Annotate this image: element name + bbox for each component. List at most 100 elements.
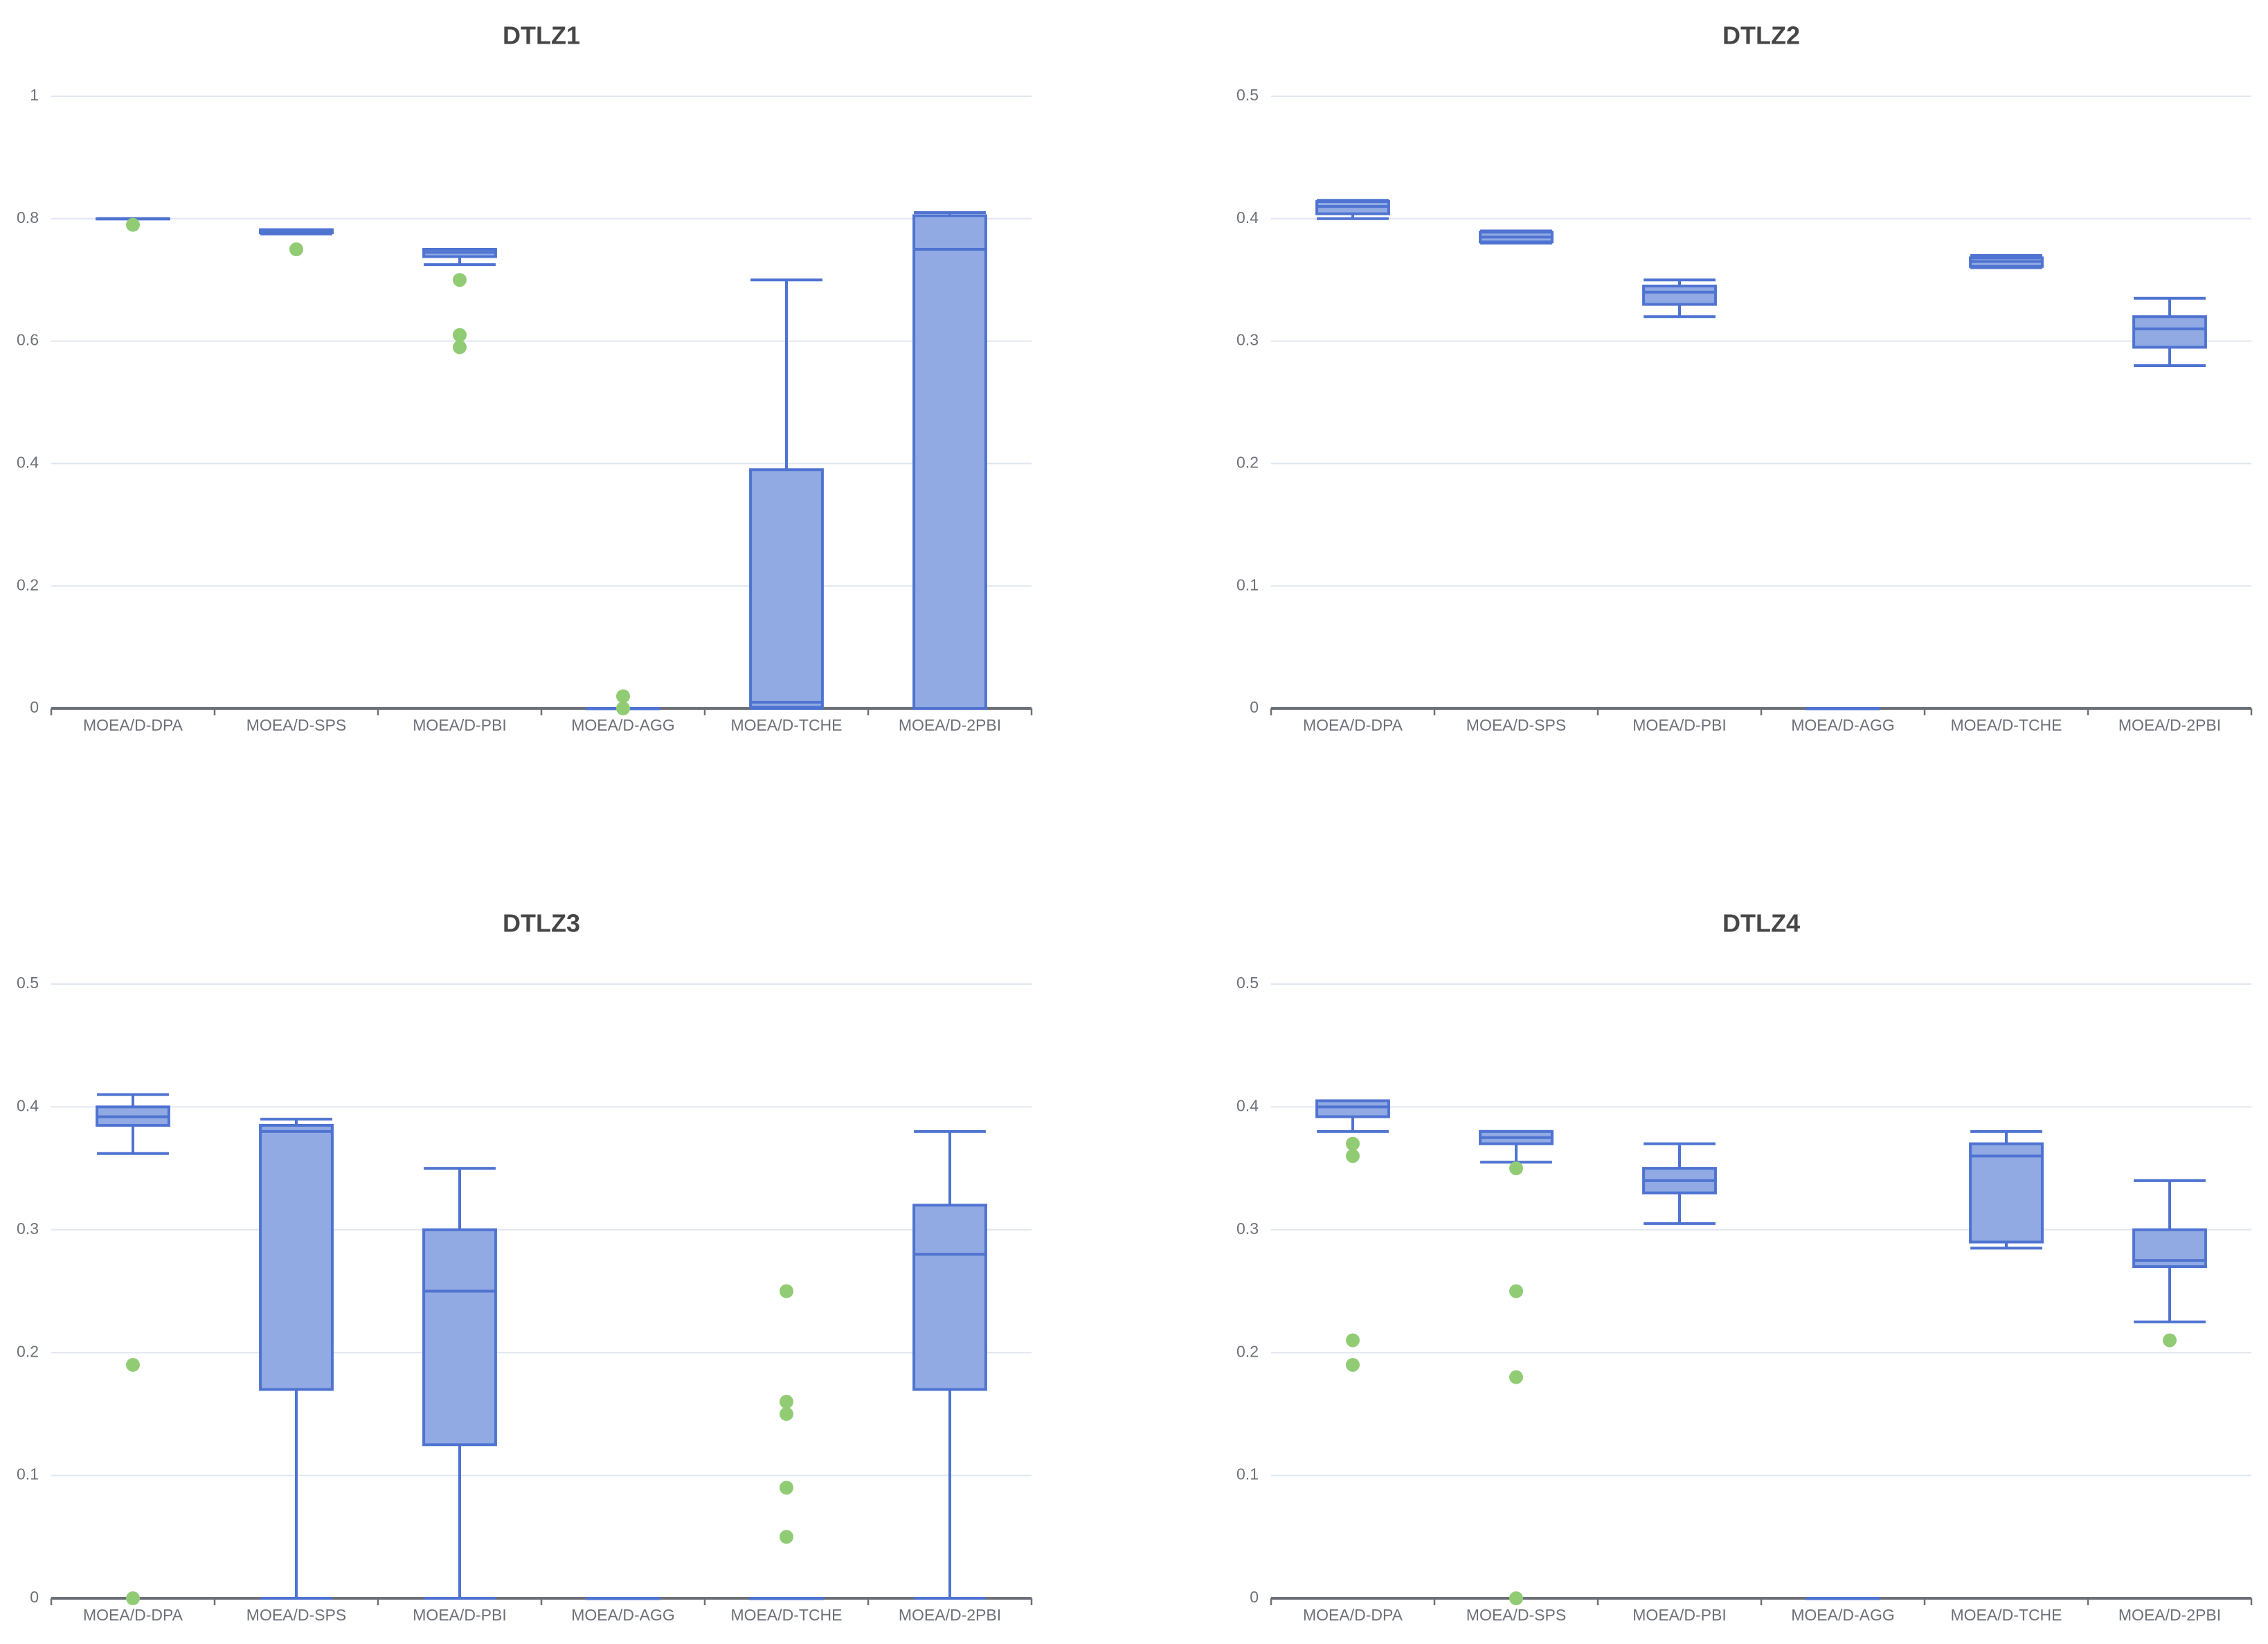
category-label: MOEA/D-SPS	[246, 1606, 346, 1624]
y-tick-label: 0.1	[1236, 575, 1259, 593]
category-label: MOEA/D-TCHE	[731, 1606, 843, 1624]
chart-panel-2: DTLZ2 0 0.1 0.2 0.3 0.4 0.5 MOEA/D-DPA MOEA/D-SP…	[1236, 21, 2253, 734]
category-label: MOEA/D-SPS	[246, 716, 346, 734]
y-tick-label: 0.1	[1236, 1465, 1259, 1483]
category-label: MOEA/D-2PBI	[899, 716, 1001, 734]
outlier-point	[1509, 1161, 1523, 1176]
box-moea-d-tche	[749, 1597, 824, 1600]
outlier-point	[616, 689, 630, 704]
y-tick-label: 0	[1250, 698, 1259, 716]
chart-panel-1: DTLZ1 0 0.2 0.4 0.6 0.8 1 MOEA/D-DPA MOEA/D-SPS M…	[17, 21, 1033, 734]
y-tick-label: 0.2	[1236, 453, 1259, 471]
box-moea-d-dpa	[1315, 1099, 1390, 1133]
category-label: MOEA/D-DPA	[83, 716, 183, 734]
y-tick-label: 0.4	[1236, 1096, 1259, 1114]
iqr-box	[1969, 1142, 2044, 1244]
category-label: MOEA/D-AGG	[571, 716, 675, 734]
category-label: MOEA/D-PBI	[1632, 716, 1726, 734]
outlier-point	[126, 1357, 140, 1372]
iqr-box	[422, 1228, 497, 1447]
box-moea-d-tche	[749, 278, 824, 710]
box-moea-d-sps	[1479, 229, 1554, 245]
iqr-box	[912, 1204, 987, 1391]
category-label: MOEA/D-2PBI	[899, 1606, 1001, 1624]
box-moea-d-tche	[1969, 253, 2044, 269]
y-tick-label: 0.5	[17, 974, 39, 992]
iqr-box	[1642, 285, 1717, 306]
box-moea-d-dpa	[1315, 199, 1390, 220]
box-moea-d-sps	[259, 1118, 334, 1600]
iqr-box	[259, 1124, 334, 1391]
category-label: MOEA/D-AGG	[1791, 1606, 1895, 1624]
outlier-point	[1509, 1591, 1523, 1605]
chart-title: DTLZ3	[503, 909, 580, 938]
chart-panel-4: DTLZ4 0 0.1 0.2 0.3 0.4 0.5 MOEA/D-DPA MOEA/D-SP…	[1236, 909, 2253, 1624]
box-moea-d-pbi	[422, 248, 497, 267]
outlier-point	[126, 1591, 140, 1605]
iqr-box	[2132, 315, 2207, 349]
category-label: MOEA/D-TCHE	[731, 716, 843, 734]
y-tick-label: 0.2	[1236, 1342, 1259, 1360]
category-label: MOEA/D-PBI	[1632, 1606, 1726, 1624]
box-moea-d-2pbi	[912, 1129, 987, 1600]
category-label: MOEA/D-DPA	[1303, 716, 1403, 734]
category-label: MOEA/D-PBI	[413, 716, 506, 734]
y-tick-label: 0.2	[17, 575, 39, 593]
outlier-point	[1346, 1136, 1360, 1151]
y-tick-label: 0.4	[17, 453, 39, 471]
category-label: MOEA/D-SPS	[1466, 716, 1566, 734]
outlier-point	[780, 1284, 793, 1298]
y-tick-label: 0	[1250, 1588, 1259, 1606]
outlier-point	[1509, 1370, 1523, 1384]
category-label: MOEA/D-DPA	[83, 1606, 183, 1624]
outlier-point	[126, 217, 140, 232]
outlier-point	[1509, 1284, 1523, 1298]
category-label: MOEA/D-PBI	[413, 1606, 506, 1624]
chart-title: DTLZ4	[1722, 909, 1800, 938]
outlier-point	[780, 1406, 793, 1421]
outlier-point	[616, 702, 630, 715]
outlier-point	[1346, 1149, 1360, 1163]
box-moea-d-pbi	[1642, 1142, 1717, 1225]
y-tick-label: 0	[30, 1588, 39, 1606]
y-tick-label: 0.3	[1236, 331, 1259, 349]
box-moea-d-dpa	[96, 1093, 170, 1155]
box-moea-d-pbi	[1642, 278, 1717, 319]
y-tick-label: 0.3	[17, 1219, 39, 1238]
category-label: MOEA/D-TCHE	[1951, 716, 2062, 734]
iqr-box	[912, 214, 987, 710]
box-moea-d-sps	[1479, 1129, 1554, 1164]
box-moea-d-agg	[1806, 707, 1880, 711]
y-tick-label: 1	[30, 86, 39, 104]
box-moea-d-2pbi	[912, 211, 987, 710]
box-moea-d-pbi	[422, 1167, 497, 1600]
box-moea-d-agg	[1806, 1597, 1880, 1600]
box-moea-d-tche	[1969, 1129, 2044, 1250]
y-tick-label: 0.4	[1236, 208, 1259, 226]
y-tick-label: 0.6	[17, 331, 39, 349]
y-tick-label: 0.5	[1236, 86, 1259, 104]
y-tick-label: 0.4	[17, 1096, 39, 1114]
category-label: MOEA/D-DPA	[1303, 1606, 1403, 1624]
outlier-point	[2163, 1333, 2177, 1348]
category-label: MOEA/D-AGG	[1791, 716, 1895, 734]
outlier-point	[453, 273, 467, 287]
outlier-point	[780, 1395, 793, 1409]
outlier-point	[780, 1530, 793, 1544]
category-label: MOEA/D-2PBI	[2118, 1606, 2221, 1624]
chart-title: DTLZ1	[503, 21, 580, 50]
y-tick-label: 0.8	[17, 208, 39, 226]
outlier-point	[289, 242, 303, 256]
chart-title: DTLZ2	[1722, 21, 1800, 50]
category-label: MOEA/D-SPS	[1466, 1606, 1566, 1624]
chart-panel-3: DTLZ3 0 0.1 0.2 0.3 0.4 0.5 MOEA/D-DPA MOEA/D-SP…	[17, 909, 1033, 1624]
category-label: MOEA/D-2PBI	[2118, 716, 2221, 734]
category-label: MOEA/D-AGG	[571, 1606, 675, 1624]
outlier-point	[780, 1481, 793, 1495]
outlier-point	[1346, 1333, 1360, 1348]
outlier-point	[453, 328, 467, 342]
box-moea-d-2pbi	[2132, 296, 2207, 367]
box-moea-d-2pbi	[2132, 1179, 2207, 1323]
category-label: MOEA/D-TCHE	[1951, 1606, 2062, 1624]
